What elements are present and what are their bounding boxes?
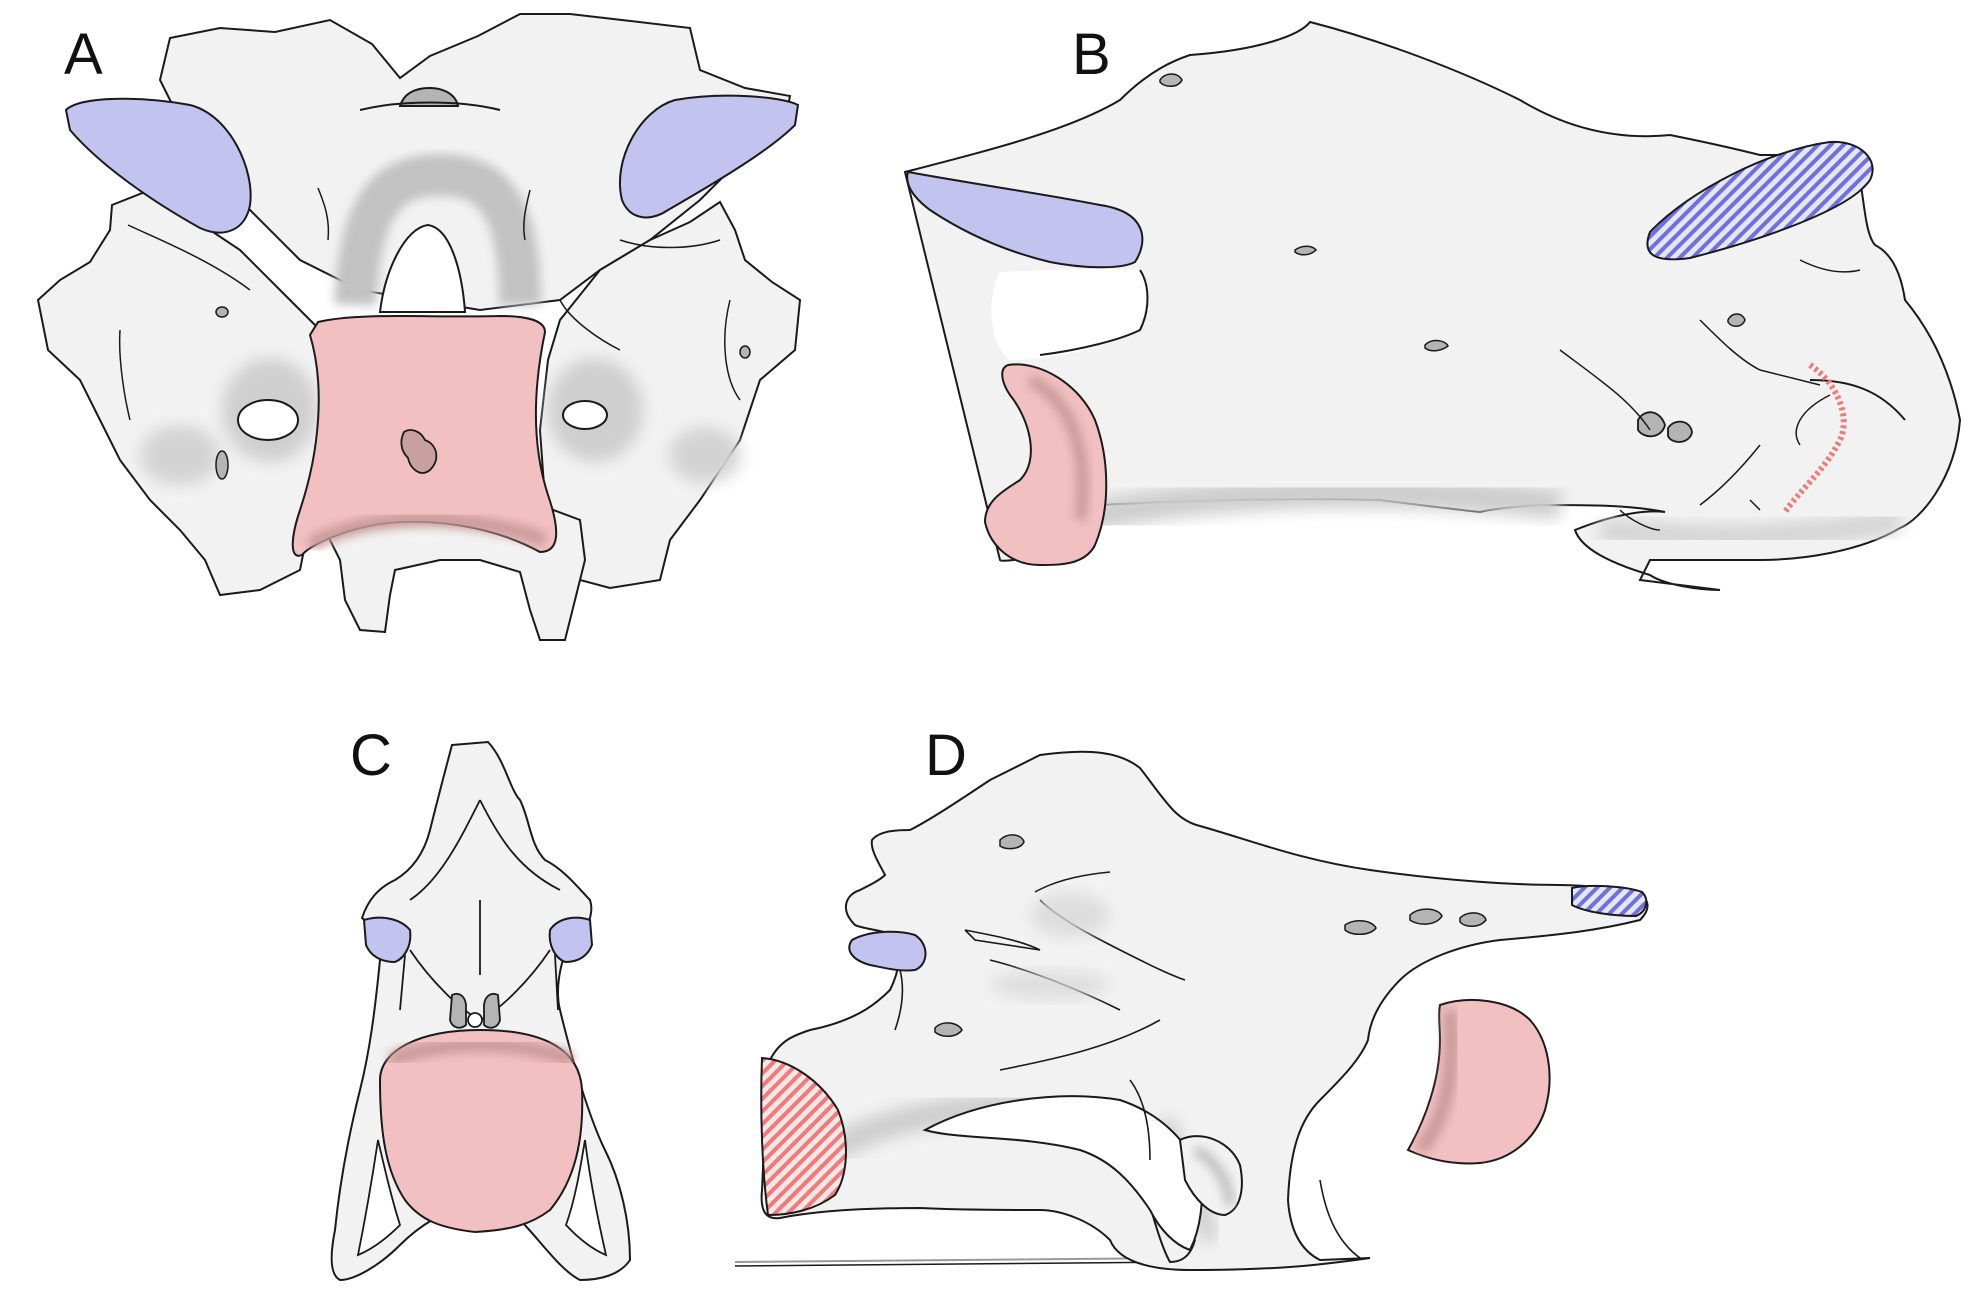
panel-a-arch-shadow bbox=[334, 153, 541, 307]
panel-a-centrum-rim-shadow bbox=[306, 512, 548, 552]
panel-c-centrum bbox=[378, 1028, 584, 1234]
panel-c-leg-hole-left bbox=[356, 1139, 402, 1257]
panel-a-centrum bbox=[291, 314, 558, 557]
panel-d-lateral-hole-shadow bbox=[1192, 1145, 1235, 1206]
panel-a-right-facet bbox=[619, 94, 800, 219]
panel-a-foramen-small-right bbox=[739, 345, 751, 359]
panel-b: B bbox=[903, 20, 1962, 591]
panel-b-detail-lines bbox=[1559, 259, 1861, 531]
panel-c-opening-left bbox=[449, 992, 467, 1029]
panel-c-leg-hole-right bbox=[564, 1139, 608, 1257]
panel-a-foramen-lateral-left bbox=[215, 450, 229, 480]
panel-b-notch bbox=[991, 269, 1146, 360]
panel-a-detail-lines bbox=[118, 187, 741, 421]
panel-b-foramen-6 bbox=[1159, 73, 1183, 87]
panel-a-foramen-small-left bbox=[215, 306, 229, 318]
panel-label-a: A bbox=[64, 22, 103, 87]
panel-b-bottom-shadow bbox=[1076, 478, 1562, 535]
panel-d-foramen-5 bbox=[934, 1022, 963, 1037]
panel-d: D bbox=[734, 723, 1649, 1272]
panel-a: A bbox=[36, 13, 802, 641]
panel-label-b: B bbox=[1072, 22, 1111, 87]
panel-d-foramen-3 bbox=[1409, 908, 1443, 925]
panel-c: C bbox=[330, 723, 632, 1282]
panel-b-posterior-facet bbox=[1646, 140, 1874, 261]
panel-a-dorsal-line bbox=[359, 101, 501, 111]
panel-b-condyle-shadow bbox=[1598, 508, 1903, 549]
panel-b-anterior-facet bbox=[906, 170, 1144, 269]
panel-b-centrum-shadow bbox=[1027, 374, 1089, 521]
panel-d-shadow-mid bbox=[990, 971, 1110, 999]
panel-label-c: C bbox=[350, 723, 392, 788]
panel-a-dorsal-foramen bbox=[398, 86, 460, 107]
panel-b-foramen-3 bbox=[1727, 313, 1746, 327]
panel-d-arch-opening bbox=[922, 1095, 1203, 1252]
panel-a-left-process bbox=[36, 190, 321, 597]
panel-a-left-facet bbox=[64, 97, 252, 234]
panel-d-anterior-face bbox=[760, 1056, 847, 1217]
panel-b-foramen-2 bbox=[1667, 420, 1693, 443]
panel-d-foramen-1 bbox=[999, 834, 1025, 850]
panel-b-foramen-5 bbox=[1294, 245, 1318, 256]
panel-c-left-facet bbox=[362, 916, 412, 964]
panel-a-process-hole-left bbox=[237, 399, 299, 441]
panel-b-notch-outline bbox=[1039, 269, 1149, 356]
panel-c-centrum-shadow bbox=[387, 1038, 575, 1067]
panel-label-d: D bbox=[925, 723, 967, 788]
panel-d-condyle-shadow bbox=[1414, 1009, 1459, 1155]
panel-d-base-line-2 bbox=[734, 1261, 1191, 1267]
panel-d-base-line bbox=[734, 1257, 1191, 1263]
panel-a-shadow-bottom bbox=[140, 425, 220, 485]
panel-a-neural-canal bbox=[378, 223, 467, 313]
panel-b-condyle bbox=[1809, 379, 1906, 421]
panel-d-anterior-blue-facet bbox=[848, 930, 927, 972]
panel-c-right-facet bbox=[548, 916, 594, 964]
panel-a-process-hole-right bbox=[562, 400, 608, 430]
panel-d-foramen-2 bbox=[1344, 920, 1377, 935]
panel-c-opening-right bbox=[483, 992, 501, 1029]
panel-a-shadow-bottom-right bbox=[669, 427, 741, 483]
panel-a-centrum-foramen bbox=[400, 429, 438, 474]
panel-b-foramen-4 bbox=[1424, 339, 1449, 352]
panel-b-foramen-1 bbox=[1637, 411, 1666, 438]
panel-c-opening-center bbox=[467, 1012, 483, 1028]
panel-b-red-hatched-line bbox=[1782, 362, 1847, 514]
panel-d-body bbox=[760, 750, 1649, 1272]
panel-d-foramen-4 bbox=[1459, 912, 1487, 927]
panel-d-posterior-blue-facet bbox=[1571, 884, 1648, 918]
panel-a-right-process bbox=[538, 200, 802, 590]
panel-d-shadow-upper bbox=[1030, 893, 1110, 937]
